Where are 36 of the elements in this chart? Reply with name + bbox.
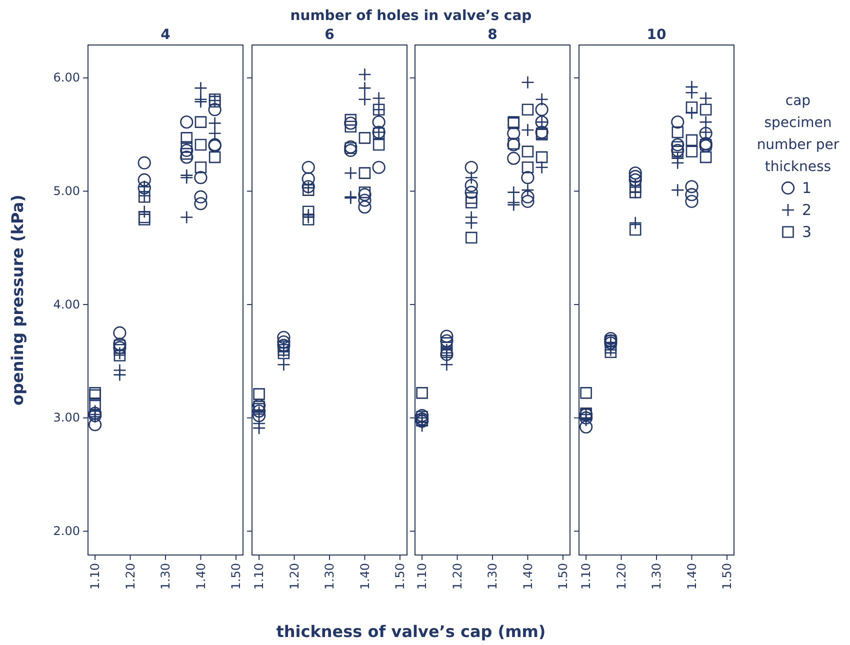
legend-title: cap specimen number per thickness — [756, 93, 840, 175]
x-tick-label: 1.10 — [252, 563, 266, 590]
y-axis-title: opening pressure (kPa) — [8, 194, 27, 406]
y-tick-label: 6.00 — [53, 70, 80, 85]
x-tick-label: 1.20 — [287, 563, 302, 590]
x-tick-label: 1.40 — [684, 563, 699, 590]
x-tick-label: 1.50 — [393, 563, 408, 590]
legend-label: 3 — [802, 223, 812, 241]
x-tick-label: 1.40 — [520, 563, 535, 590]
x-tick-label: 1.10 — [579, 563, 594, 590]
chart-title: 10 — [646, 27, 666, 43]
legend-label: 1 — [802, 179, 812, 197]
legend-label: 2 — [802, 201, 812, 219]
chart-title: 4 — [160, 27, 171, 43]
x-tick-label: 1.20 — [123, 563, 138, 590]
text: number of holes in valve’s cap — [290, 8, 532, 24]
x-tick-label: 1.50 — [720, 563, 734, 590]
y-tick-label: 3.00 — [53, 410, 80, 425]
y-tick-label: 5.00 — [53, 184, 80, 198]
y-tick-label: 4.00 — [53, 297, 80, 312]
x-tick-label: 1.30 — [650, 563, 664, 590]
x-tick-label: 1.50 — [556, 563, 570, 590]
x-tick-label: 1.20 — [614, 563, 628, 590]
x-tick-label: 1.40 — [358, 563, 372, 590]
x-tick-label: 1.40 — [194, 563, 208, 590]
x-tick-label: 1.30 — [158, 563, 173, 590]
x-tick-label: 1.30 — [486, 563, 500, 590]
x-tick-label: 1.30 — [322, 563, 337, 590]
chart-title: 8 — [488, 27, 498, 43]
chart-title: 6 — [324, 27, 334, 43]
y-tick-label: 2.00 — [53, 524, 80, 538]
x-tick-label: 1.10 — [415, 563, 430, 590]
x-tick-label: 1.20 — [450, 563, 464, 590]
x-axis-title: thickness of valve’s cap (mm) — [276, 622, 546, 641]
x-tick-label: 1.50 — [229, 563, 244, 590]
x-tick-label: 1.10 — [88, 563, 102, 590]
